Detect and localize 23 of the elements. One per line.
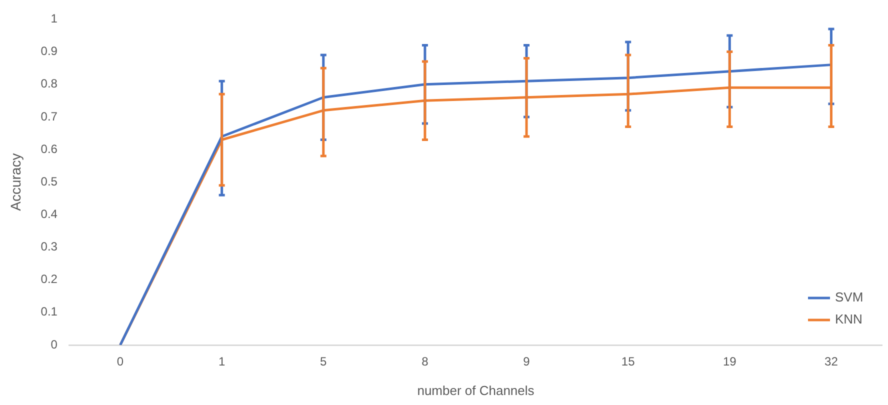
legend-label: SVM xyxy=(835,290,864,305)
legend-label: KNN xyxy=(835,312,862,327)
y-tick-label: 0.4 xyxy=(40,206,58,221)
x-axis-title: number of Channels xyxy=(417,382,535,398)
y-tick-label: 0.3 xyxy=(40,240,58,254)
x-tick-label: 15 xyxy=(621,354,636,369)
x-tick-label: 8 xyxy=(422,354,429,369)
x-tick-label: 5 xyxy=(320,354,328,369)
y-tick-label: 0.2 xyxy=(40,272,58,286)
y-tick-label: 0 xyxy=(50,337,58,352)
y-tick-label: 1 xyxy=(50,12,58,26)
x-tick-label: 1 xyxy=(218,354,226,369)
y-tick-label: 0.9 xyxy=(40,44,58,58)
x-tick-label: 19 xyxy=(722,354,737,369)
y-tick-label: 0.7 xyxy=(40,109,58,124)
y-axis-title: Accuracy xyxy=(7,153,24,211)
x-tick-label: 32 xyxy=(824,354,838,369)
y-tick-label: 0.5 xyxy=(40,174,58,188)
y-tick-label: 0.8 xyxy=(40,76,58,91)
x-tick-label: 0 xyxy=(116,354,124,369)
x-tick-label: 9 xyxy=(523,354,530,369)
y-tick-label: 0.6 xyxy=(40,142,58,156)
y-tick-label: 0.1 xyxy=(40,304,58,319)
